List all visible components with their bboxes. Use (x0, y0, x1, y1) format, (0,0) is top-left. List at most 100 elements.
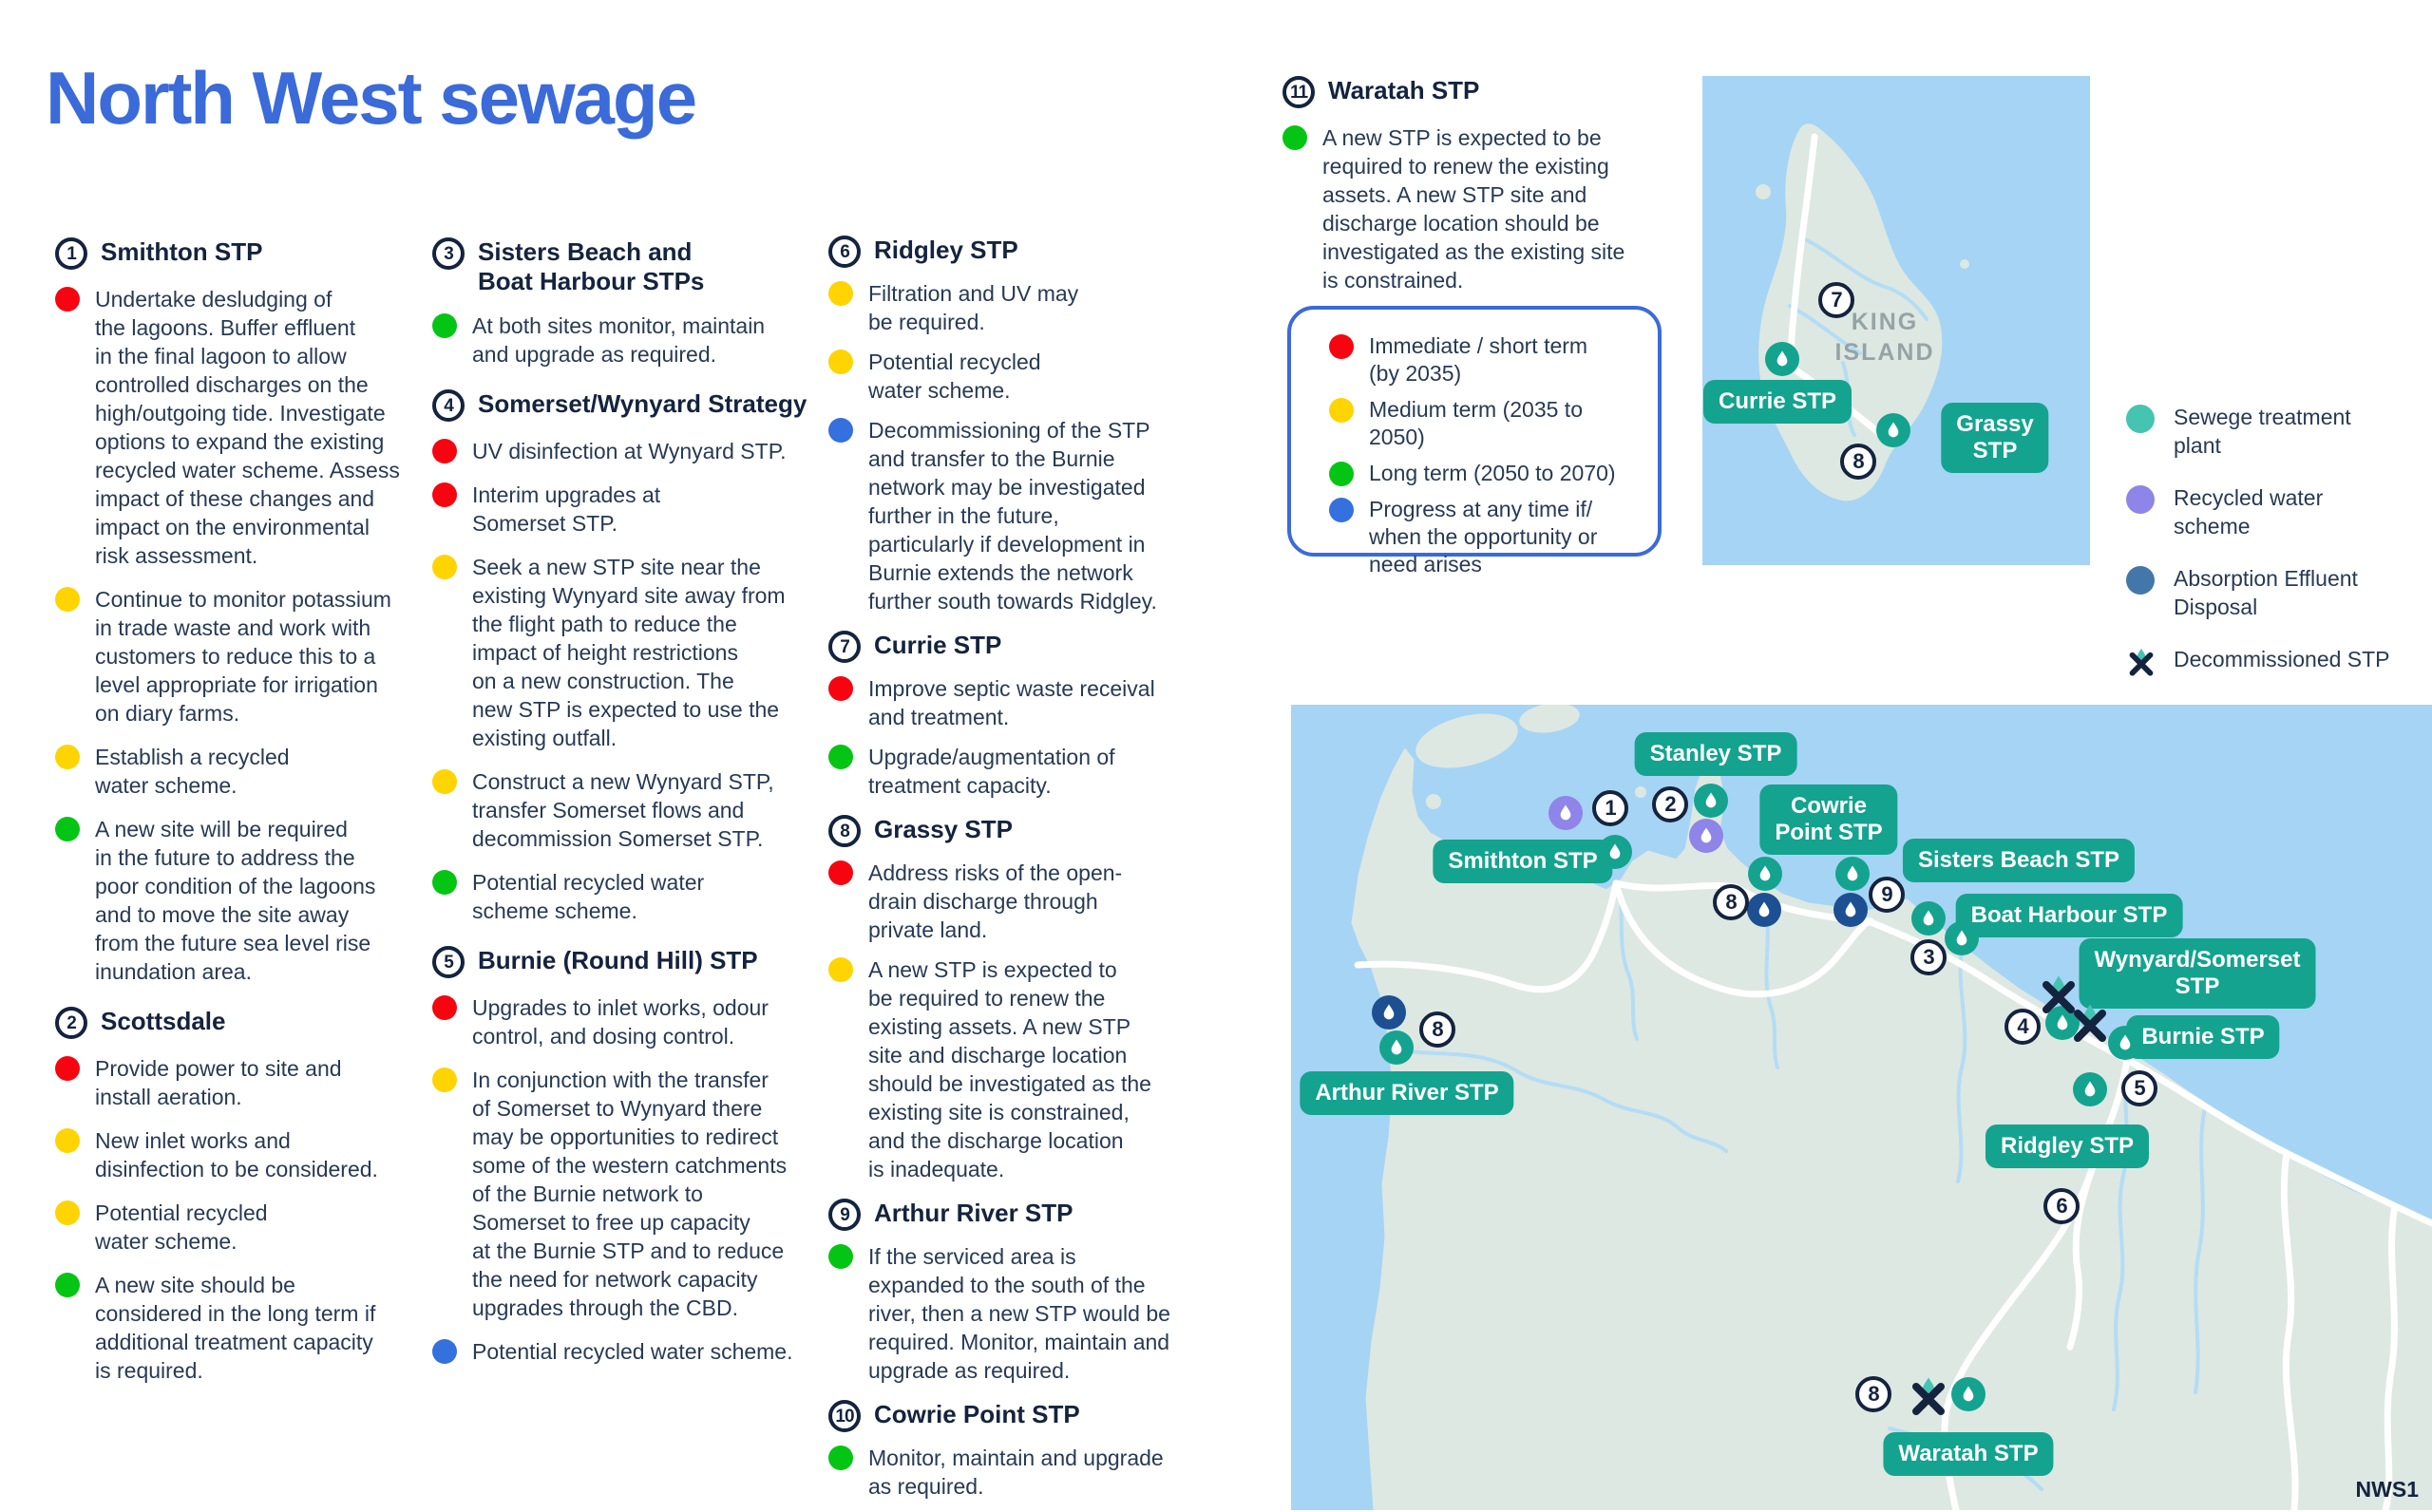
section-heading: 7 Currie STP (828, 631, 1229, 663)
timeline-legend-text: Medium term (2035 to 2050) (1369, 397, 1583, 449)
column-waratah: 11 Waratah STP A new STP is expected to be… (1282, 76, 1685, 310)
action-item: Potential recycled water scheme scheme. (432, 868, 816, 925)
stp-legend-icon (2126, 405, 2155, 433)
map-number-marker: 8 (1840, 444, 1876, 480)
timeframe-yellow-dot-icon (432, 769, 457, 794)
map-sheet-code: NWS1 (2355, 1477, 2419, 1502)
action-item: Undertake desludging of the lagoons. Buf… (55, 285, 428, 570)
action-item: Address risks of the open- drain dischar… (828, 859, 1229, 944)
section-heading: 6 Ridgley STP (828, 236, 1229, 268)
map-number-marker: 3 (1910, 939, 1947, 975)
action-item: A new site should be considered in the l… (55, 1271, 428, 1385)
action-item-text: Filtration and UV may be required. (868, 281, 1079, 334)
section-title: Smithton STP (101, 237, 263, 266)
action-item-text: A new STP is expected to be required to … (1322, 125, 1625, 293)
section-number-icon: 5 (432, 946, 465, 978)
map-legend-item: Sewege treatment plant (2126, 403, 2432, 460)
section-heading: 9 Arthur River STP (828, 1199, 1229, 1231)
decommissioned-stp-marker-icon (1908, 1375, 1949, 1417)
action-item-text: Improve septic waste receival and treatm… (868, 676, 1155, 729)
timeframe-yellow-dot-icon (55, 745, 80, 769)
timeframe-green-dot-icon (55, 1273, 80, 1297)
action-item-text: Address risks of the open- drain dischar… (868, 860, 1123, 942)
timeline-legend-text: Immediate / short term (by 2035) (1369, 333, 1588, 386)
action-item: If the serviced area is expanded to the … (828, 1242, 1229, 1385)
section-heading: 10 Cowrie Point STP (828, 1400, 1229, 1432)
action-item-text: Potential recycled water scheme. (868, 350, 1041, 403)
section-title: Burnie (Round Hill) STP (478, 946, 758, 974)
action-item: Decommissioning of the STP and transfer … (828, 416, 1229, 615)
timeframe-green-dot-icon (1282, 125, 1307, 150)
timeline-legend-item: Progress at any time if/ when the opport… (1329, 496, 1643, 578)
stp-marker-icon (1876, 413, 1910, 447)
action-item-text: Upgrade/augmentation of treatment capaci… (868, 745, 1115, 798)
section-title: Ridgley STP (874, 236, 1018, 264)
section-title: Scottsdale (101, 1007, 226, 1035)
action-item-text: Potential recycled water scheme. (472, 1339, 793, 1364)
action-item-text: Construct a new Wynyard STP, transfer So… (472, 769, 774, 851)
section-heading: 2 Scottsdale (55, 1007, 428, 1039)
map-symbol-legend: Sewege treatment plant Recycled water sch… (2126, 403, 2432, 699)
timeframe-green-dot-icon (1329, 462, 1354, 486)
stp-marker-icon (1765, 342, 1799, 376)
section-number-icon: 7 (828, 631, 861, 663)
timeframe-yellow-dot-icon (828, 281, 853, 306)
action-item: A new STP is expected to be required to … (1282, 123, 1685, 294)
timeframe-red-dot-icon (432, 439, 457, 463)
north-west-map: Stanley STP Cowrie Point STP Smithton STP S… (1291, 705, 2432, 1510)
map-number-marker: 1 (1592, 790, 1628, 826)
recycled-water-legend-icon (2126, 485, 2155, 514)
stp-marker-icon (1951, 1377, 1986, 1411)
action-item-text: Monitor, maintain and upgrade as require… (868, 1446, 1164, 1499)
action-item-text: Seek a new STP site near the existing Wy… (472, 555, 786, 750)
map-place-label: Burnie STP (2126, 1015, 2280, 1059)
map-legend-item: Recycled water scheme (2126, 483, 2432, 540)
map-legend-text: Decommissioned STP (2174, 647, 2390, 671)
action-item: Establish a recycled water scheme. (55, 743, 428, 800)
section-number-icon: 2 (55, 1007, 87, 1039)
page-title: North West sewage (46, 56, 697, 140)
action-item: UV disinfection at Wynyard STP. (432, 437, 816, 465)
timeframe-yellow-dot-icon (55, 1128, 80, 1153)
map-legend-item: Absorption Effluent Disposal (2126, 564, 2432, 621)
timeframe-green-dot-icon (432, 313, 457, 338)
section-heading: 4 Somerset/Wynyard Strategy (432, 389, 816, 422)
section-number-icon: 4 (432, 389, 465, 422)
timeframe-yellow-dot-icon (432, 555, 457, 579)
timeframe-yellow-dot-icon (828, 957, 853, 982)
stp-marker-icon (2108, 1026, 2142, 1060)
absorption-legend-icon (2126, 566, 2155, 595)
timeline-legend: Immediate / short term (by 2035) Medium t… (1287, 306, 1662, 576)
timeframe-green-dot-icon (828, 1446, 853, 1470)
section-number-icon: 3 (432, 237, 465, 270)
section-number-icon: 9 (828, 1199, 861, 1231)
action-item: Continue to monitor potassium in trade w… (55, 585, 428, 728)
timeframe-yellow-dot-icon (55, 1200, 80, 1225)
map-legend-text: Absorption Effluent Disposal (2174, 566, 2358, 619)
timeframe-green-dot-icon (828, 1244, 853, 1269)
timeline-legend-text: Progress at any time if/ when the opport… (1369, 497, 1598, 576)
timeframe-blue-dot-icon (432, 1339, 457, 1364)
recycled-water-marker-icon (1548, 796, 1583, 830)
action-item: Construct a new Wynyard STP, transfer So… (432, 767, 816, 853)
map-legend-text: Sewege treatment plant (2174, 405, 2351, 458)
action-item-text: Upgrades to inlet works, odour control, … (472, 995, 769, 1049)
action-item: Filtration and UV may be required. (828, 279, 1229, 336)
action-item-text: Undertake desludging of the lagoons. Buf… (95, 287, 400, 568)
action-item: Potential recycled water scheme. (828, 348, 1229, 405)
column-ridgley-currie-grassy-arthur-cowrie: 6 Ridgley STP Filtration and UV may be req… (828, 236, 1229, 1512)
section-number-icon: 1 (55, 237, 87, 270)
action-item-text: At both sites monitor, maintain and upgr… (472, 313, 766, 367)
timeframe-red-dot-icon (828, 860, 853, 885)
map-place-label: Cowrie Point STP (1759, 784, 1898, 855)
action-item: A new STP is expected to be required to … (828, 955, 1229, 1183)
section-heading: 8 Grassy STP (828, 815, 1229, 847)
stp-marker-icon (1835, 857, 1870, 891)
timeframe-green-dot-icon (828, 745, 853, 769)
stp-marker-icon (1945, 921, 1979, 955)
stp-marker-icon (1694, 784, 1728, 818)
stp-marker-icon (1379, 1030, 1414, 1065)
map-number-marker: 8 (1713, 884, 1749, 920)
stp-marker-icon (1748, 857, 1782, 891)
map-number-marker: 6 (2043, 1188, 2080, 1224)
